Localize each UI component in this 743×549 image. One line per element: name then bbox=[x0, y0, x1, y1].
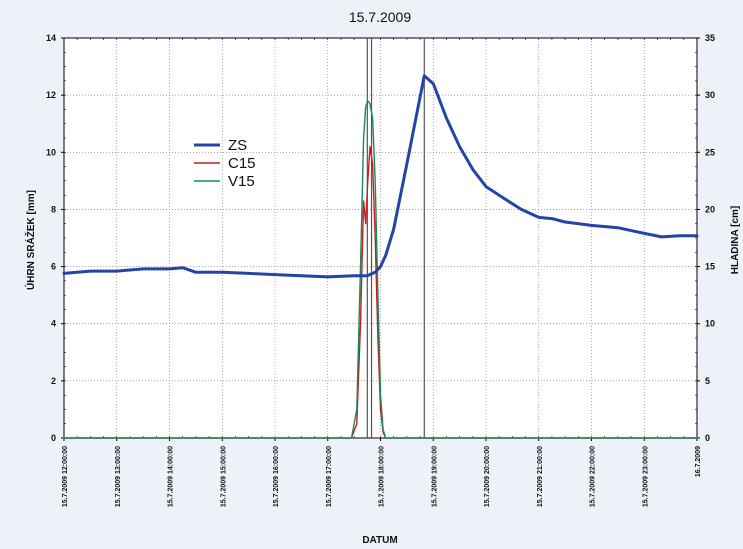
y-tick-label-left: 14 bbox=[46, 33, 56, 43]
series-line-v15 bbox=[63, 100, 698, 439]
x-tick-label: 15.7.2009 19:00:00 bbox=[431, 446, 438, 507]
x-tick-label: 15.7.2009 17:00:00 bbox=[326, 446, 333, 507]
y-tick-label-right: 35 bbox=[705, 33, 715, 43]
y-axis-label-right: HLADINA [cm] bbox=[730, 206, 741, 275]
y-tick-label-right: 0 bbox=[705, 433, 710, 443]
x-tick-label: 16.7.2009 bbox=[695, 446, 702, 477]
y-tick-label-left: 0 bbox=[51, 433, 56, 443]
y-tick-label-left: 12 bbox=[46, 90, 56, 100]
y-tick-label-right: 20 bbox=[705, 204, 715, 214]
chart-title: 15.7.2009 bbox=[349, 9, 411, 25]
y-tick-label-right: 5 bbox=[705, 376, 710, 386]
tick-labels: 0 2 4 6 8 10 12 14 0 5 10 15 20 25 30 35 15.7.2009 12:00… bbox=[46, 33, 715, 507]
x-tick-label: 15.7.2009 14:00:00 bbox=[168, 446, 175, 507]
x-tick-label: 15.7.2009 21:00:00 bbox=[537, 446, 544, 507]
legend-label-c15: C15 bbox=[228, 155, 256, 172]
y-tick-label-left: 4 bbox=[51, 319, 56, 329]
x-tick-label: 15.7.2009 13:00:00 bbox=[115, 446, 122, 507]
y-tick-label-right: 10 bbox=[705, 319, 715, 329]
x-tick-label: 15.7.2009 23:00:00 bbox=[642, 446, 649, 507]
y-tick-label-left: 8 bbox=[51, 204, 56, 214]
y-tick-label-right: 30 bbox=[705, 90, 715, 100]
x-tick-label: 15.7.2009 12:00:00 bbox=[62, 446, 69, 507]
y-tick-label-left: 6 bbox=[51, 262, 56, 272]
vertical-markers bbox=[366, 38, 425, 438]
y-tick-label-left: 10 bbox=[46, 147, 56, 157]
x-tick-label: 15.7.2009 15:00:00 bbox=[220, 446, 227, 507]
x-tick-label: 15.7.2009 20:00:00 bbox=[484, 446, 491, 507]
series-line-zs bbox=[62, 74, 699, 279]
y-axis-label-left: ÚHRN SRÁŽEK [mm] bbox=[24, 190, 37, 290]
legend-label-zs: ZS bbox=[228, 137, 247, 154]
x-tick-label: 15.7.2009 16:00:00 bbox=[273, 446, 280, 507]
grid bbox=[61, 37, 700, 441]
x-tick-label: 15.7.2009 22:00:00 bbox=[590, 446, 597, 507]
x-tick-label: 15.7.2009 18:00:00 bbox=[379, 446, 386, 507]
legend-label-v15: V15 bbox=[228, 173, 255, 190]
x-axis-label: DATUM bbox=[362, 535, 397, 546]
series-lines bbox=[62, 74, 699, 439]
y-tick-label-right: 25 bbox=[705, 147, 715, 157]
y-tick-label-right: 15 bbox=[705, 262, 715, 272]
y-tick-label-left: 2 bbox=[51, 376, 56, 386]
